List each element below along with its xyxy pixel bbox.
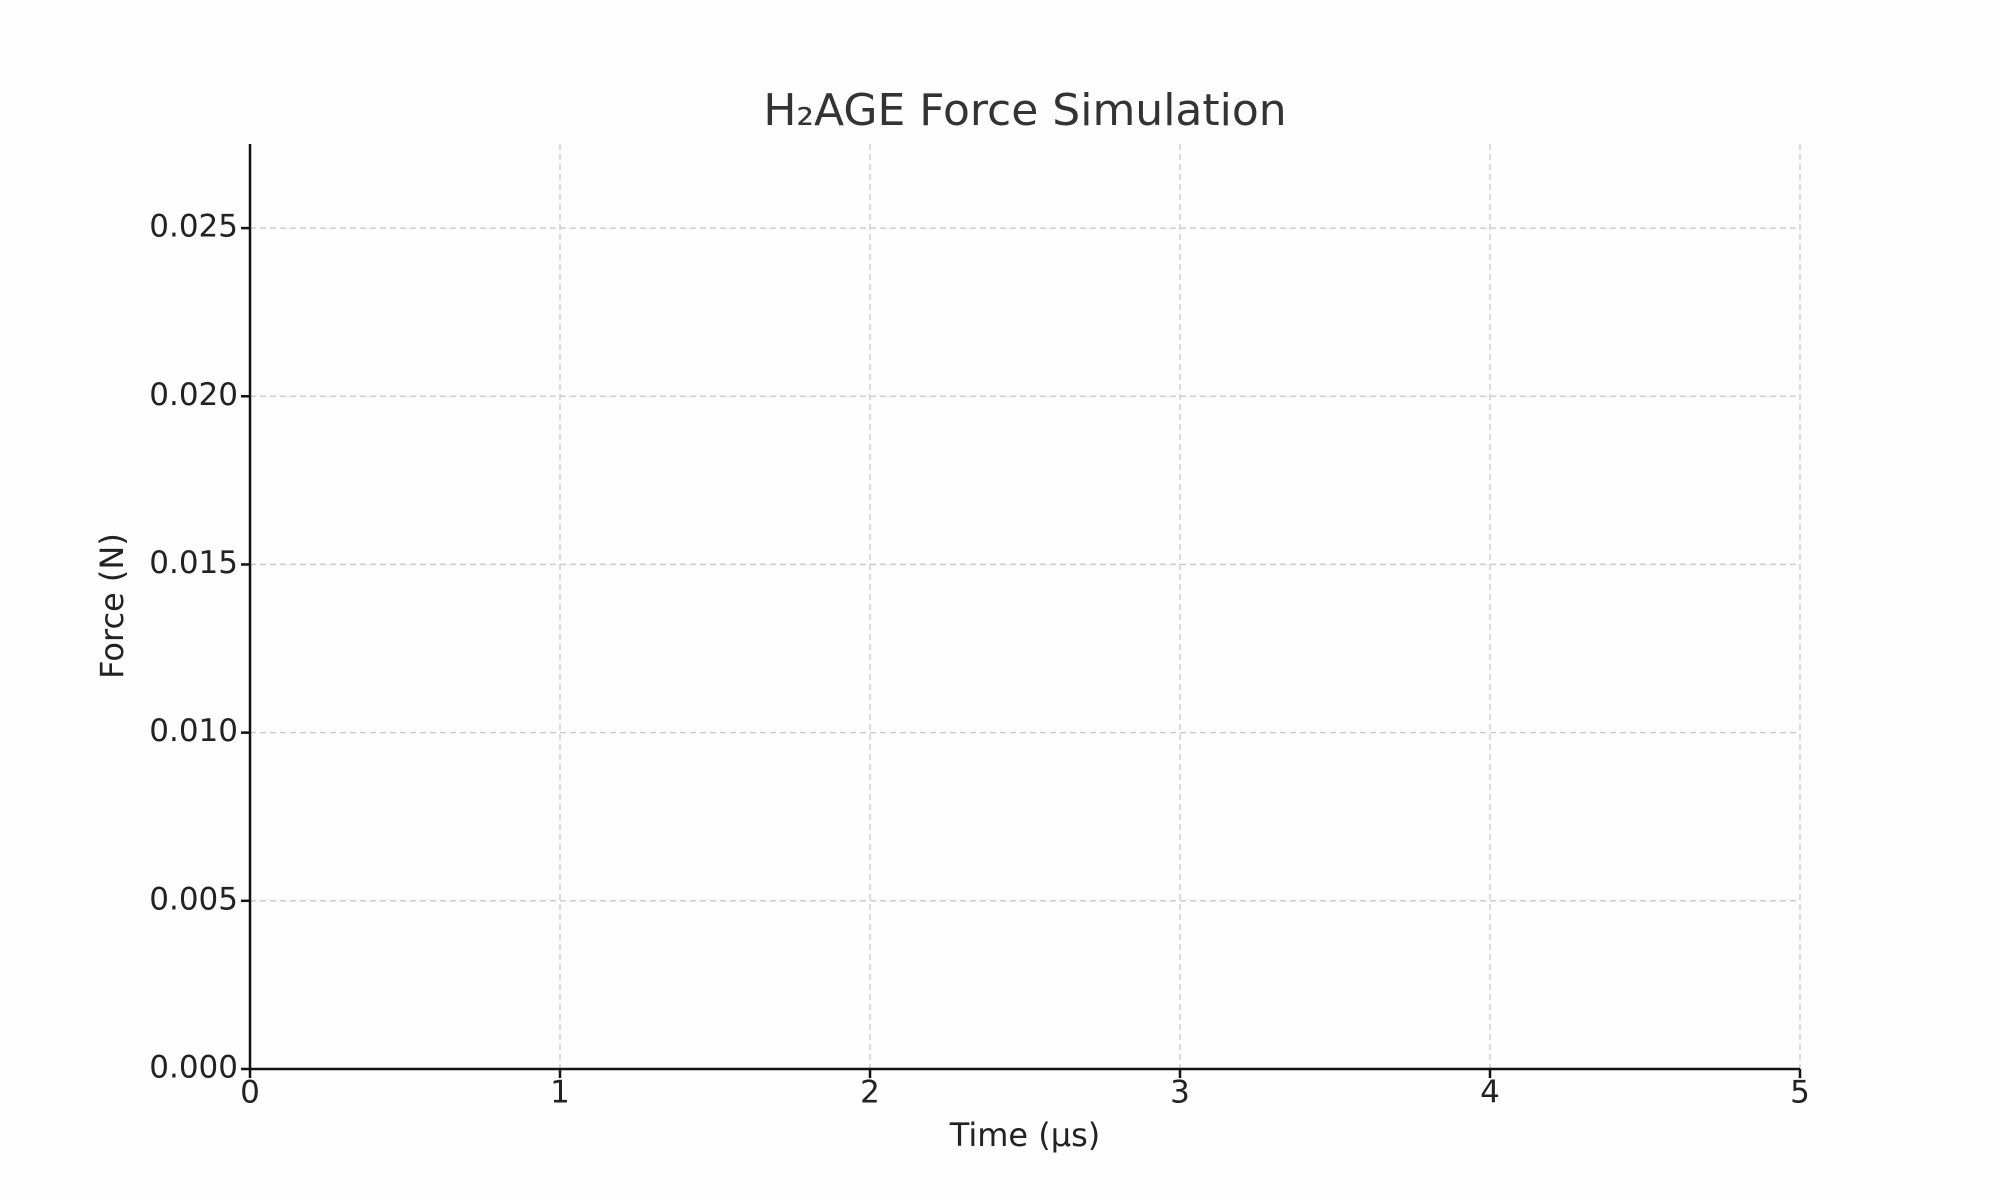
y-tick-label: 0.020 (149, 377, 238, 413)
x-tick-label: 0 (240, 1075, 260, 1111)
x-tick-label: 4 (1480, 1075, 1500, 1111)
x-tick-label: 1 (550, 1075, 570, 1111)
y-axis-label: Force (N) (93, 533, 131, 679)
y-tick-label: 0.000 (149, 1050, 238, 1086)
y-tick-label: 0.010 (149, 713, 238, 749)
chart-title: H₂AGE Force Simulation (763, 85, 1286, 136)
x-tick-label: 3 (1170, 1075, 1190, 1111)
y-tick-label: 0.025 (149, 209, 238, 245)
y-tick-label: 0.015 (149, 545, 238, 581)
y-tick-label: 0.005 (149, 881, 238, 917)
x-tick-label: 2 (860, 1075, 880, 1111)
x-axis-label: Time (µs) (949, 1116, 1100, 1154)
x-tick-label: 5 (1790, 1075, 1810, 1111)
